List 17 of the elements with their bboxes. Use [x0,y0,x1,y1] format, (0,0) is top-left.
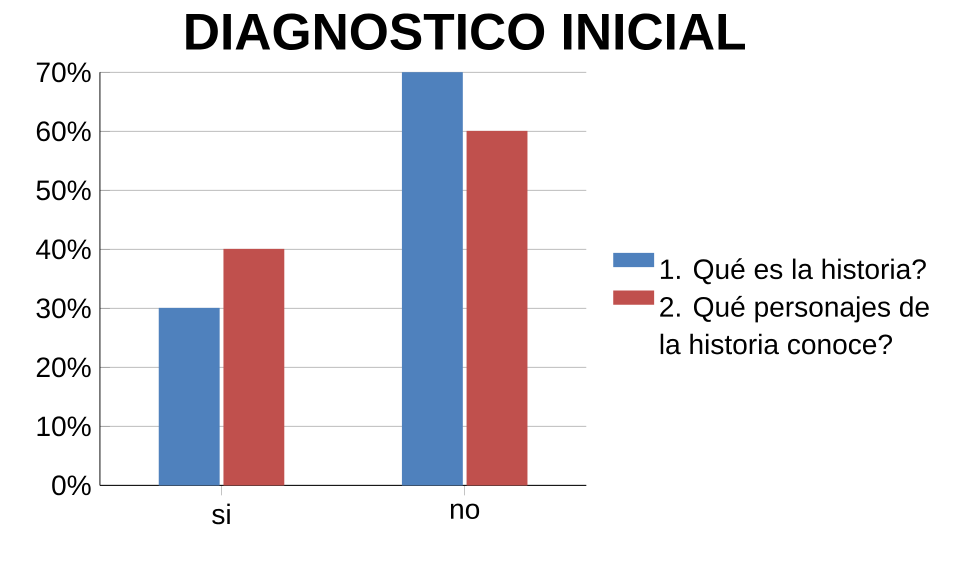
bar [223,248,284,486]
y-tick-label: 0% [52,475,91,496]
x-tick-label: no [450,503,480,519]
chart-title: DIAGNOSTICO INICIAL [186,13,745,50]
legend-label: 2. Qué personajes de la historia conoce? [660,296,929,354]
y-tick-label: 60% [36,121,91,142]
y-tick-label: 50% [36,180,91,200]
y-tick-label: 20% [36,357,91,378]
y-tick-label: 30% [36,298,91,318]
bar [466,130,528,486]
y-tick-label: 10% [38,416,91,436]
y-tick-label: 70% [36,62,91,82]
y-tick-label: 40% [36,239,91,260]
bar [158,308,220,486]
bar [402,72,463,486]
x-tick-label: si [212,503,230,524]
legend-label: 1. Qué es la historia? [660,258,926,284]
